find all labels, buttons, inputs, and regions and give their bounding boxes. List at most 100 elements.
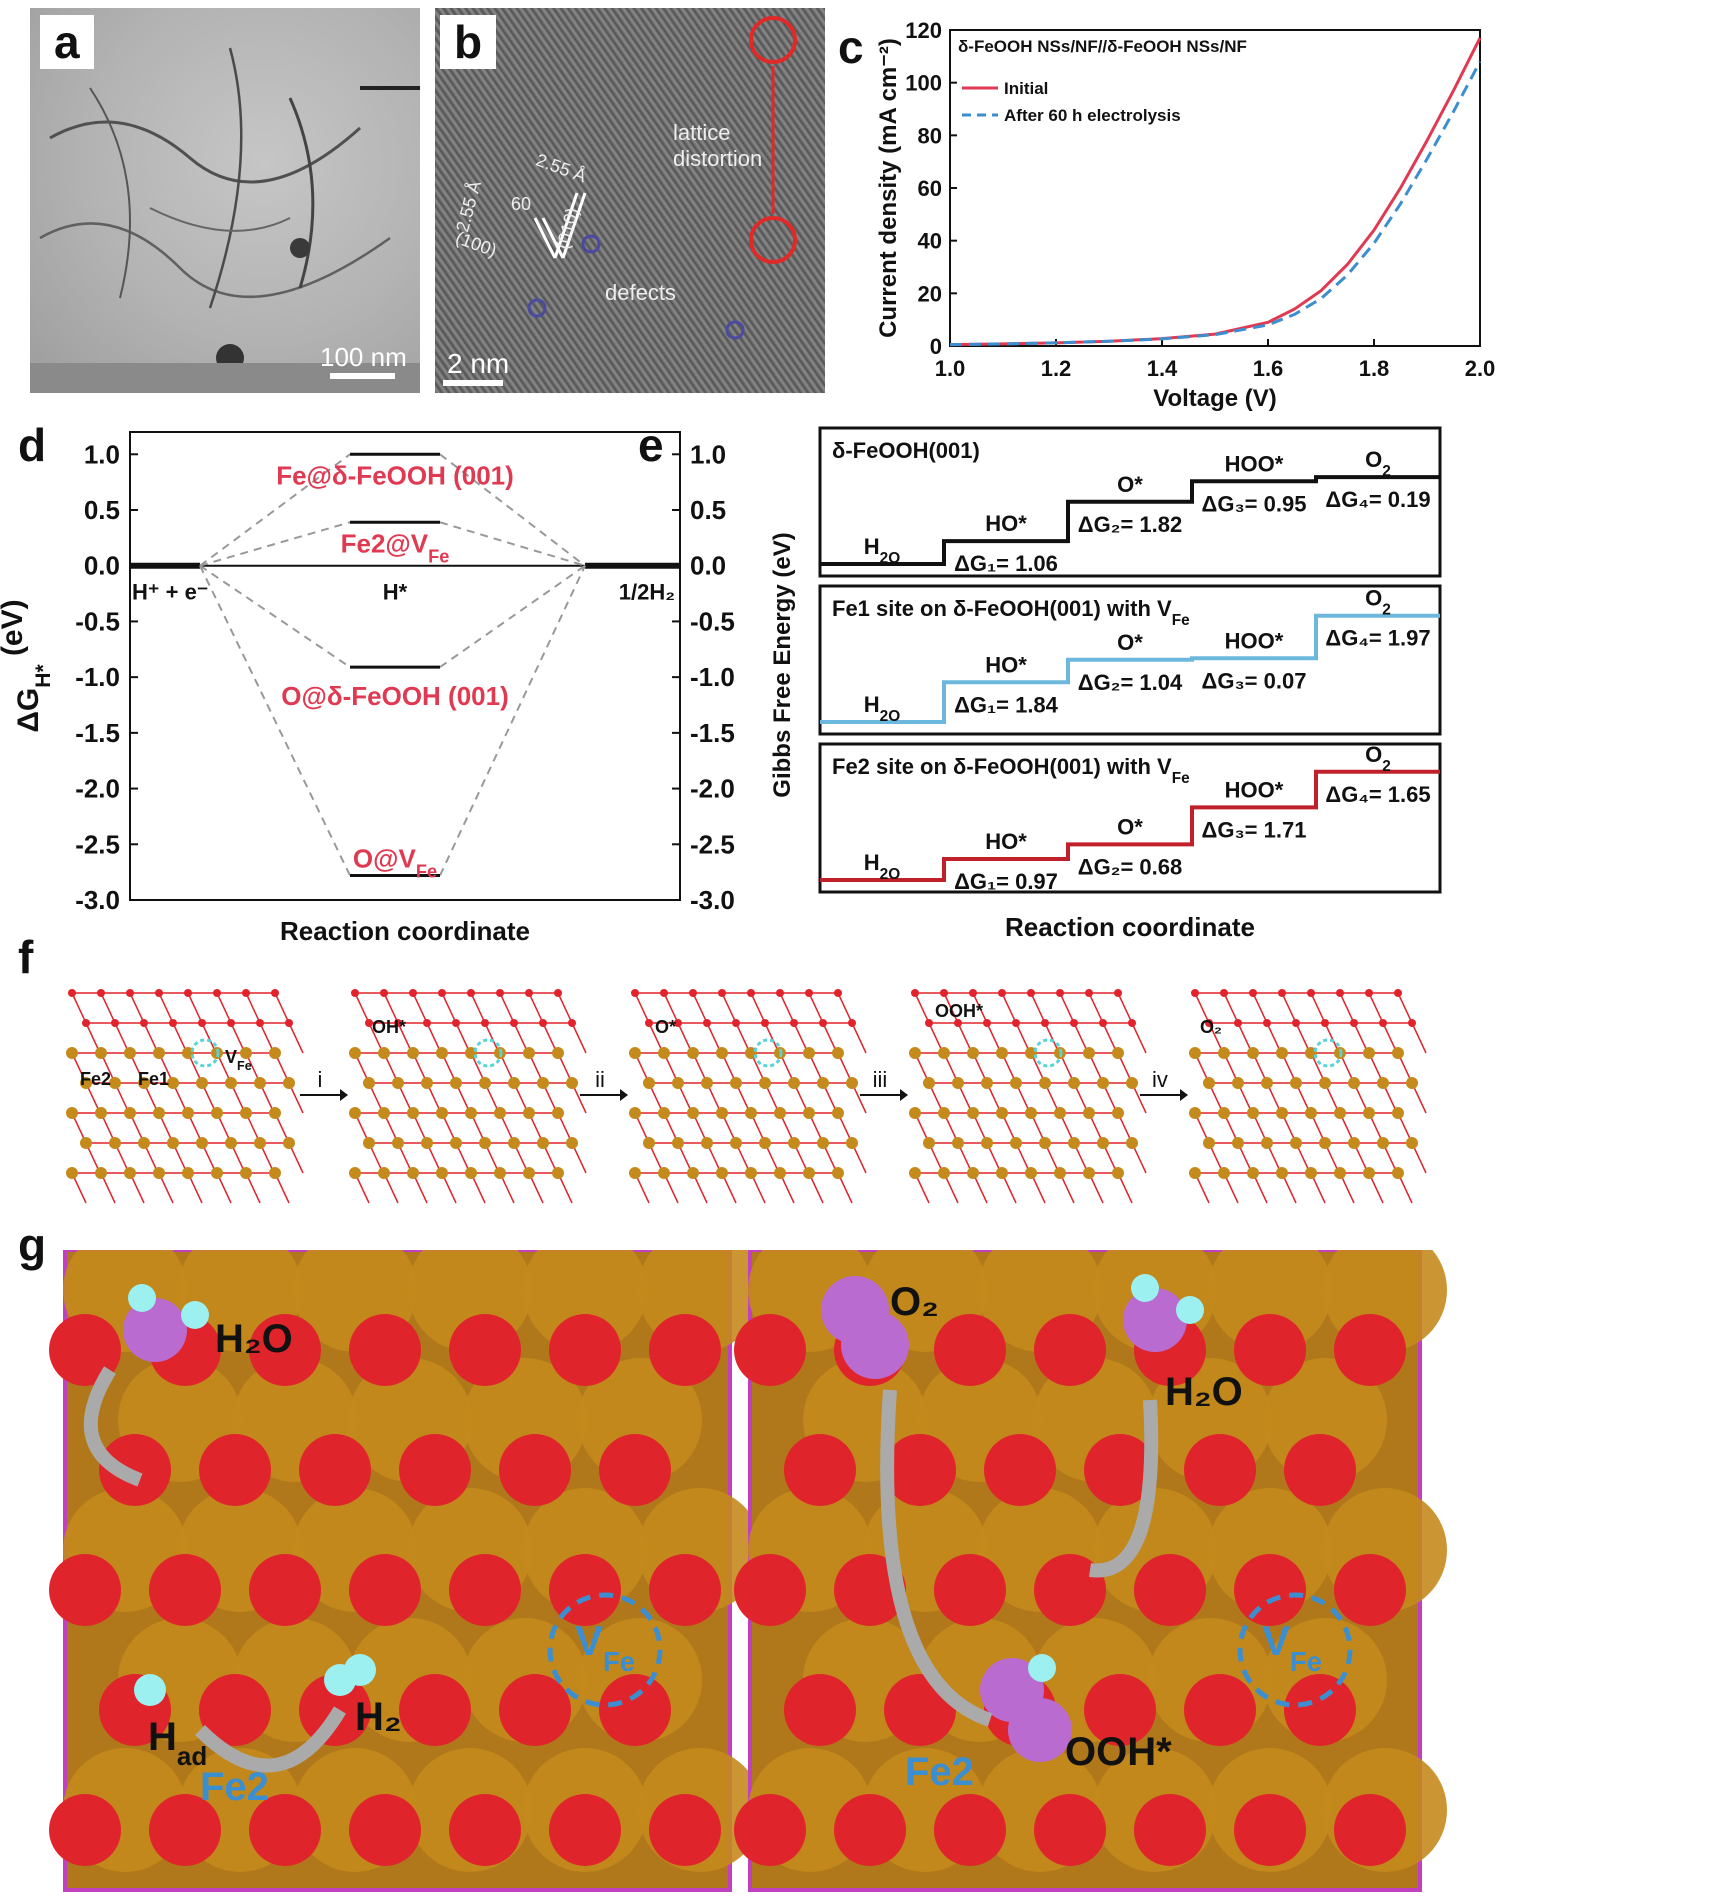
ooh-o-2 [1008, 1698, 1072, 1762]
bond [71, 992, 87, 1024]
fe-atom [730, 1077, 742, 1089]
o-sphere [1334, 1314, 1406, 1386]
panel-label-c: c [838, 21, 864, 73]
o-sphere [249, 1314, 321, 1386]
fe-atom [1112, 1047, 1124, 1059]
o-atom [1394, 989, 1402, 997]
fe-atom [1305, 1107, 1317, 1119]
fe-atom [629, 1167, 641, 1179]
fe-atom [1068, 1137, 1080, 1149]
fe-atom [508, 1137, 520, 1149]
fe-atom [421, 1077, 433, 1089]
fe-atom [566, 1137, 578, 1149]
fe-atom [1319, 1077, 1331, 1089]
o-atom [1336, 989, 1344, 997]
fe-atom [967, 1107, 979, 1119]
fe-atom [1112, 1167, 1124, 1179]
fe-sphere [1208, 1250, 1332, 1352]
fe-atom [1054, 1167, 1066, 1179]
dg-label-0-1: ΔG₁= 1.06 [954, 551, 1058, 576]
y-tick-label-left: -3.0 [75, 885, 120, 915]
bond [706, 1022, 722, 1054]
o-atom [790, 1019, 798, 1027]
structure-2 [625, 985, 867, 1204]
fe-atom [938, 1047, 950, 1059]
fe-atom [909, 1047, 921, 1059]
o-atom [1041, 1019, 1049, 1027]
species-label-1-0: H2O [864, 692, 900, 725]
fe-atom [240, 1047, 252, 1059]
o2-atom-2 [841, 1311, 909, 1379]
o-atom [510, 1019, 518, 1027]
fe-atom [225, 1077, 237, 1089]
o-atom [452, 1019, 460, 1027]
fe-atom [788, 1137, 800, 1149]
fe-atom [1334, 1107, 1346, 1119]
o-sphere [734, 1794, 806, 1866]
o-sphere [399, 1674, 471, 1746]
o-atom [68, 989, 76, 997]
fe-atom [269, 1047, 281, 1059]
bond [426, 1022, 442, 1054]
bond [397, 1022, 413, 1054]
fe-atom [1097, 1137, 1109, 1149]
o-atom [467, 989, 475, 997]
o-sphere [49, 1554, 121, 1626]
o-atom [805, 989, 813, 997]
bond [1073, 1022, 1089, 1054]
fe-atom [240, 1107, 252, 1119]
label-h2: H₂ [355, 1695, 402, 1739]
fe-atom [523, 1167, 535, 1179]
fe-atom [658, 1167, 670, 1179]
o-sphere [734, 1314, 806, 1386]
step-label-0: i [318, 1067, 323, 1092]
arrow-left-2 [195, 1706, 347, 1773]
dg-label-1-3: ΔG₃= 0.07 [1202, 668, 1307, 693]
o-sphere [834, 1794, 906, 1866]
vacancy-circle-3 [1033, 1038, 1063, 1068]
hrtem-overlays [527, 16, 797, 340]
bond [1194, 992, 1210, 1024]
o-sphere [784, 1674, 856, 1746]
fe-atom [66, 1107, 78, 1119]
fe-atom [1218, 1167, 1230, 1179]
o-sphere [1334, 1794, 1406, 1866]
o-atom [1278, 989, 1286, 997]
defects-label: defects [605, 280, 676, 305]
fe-atom [1112, 1107, 1124, 1119]
fe-atom [479, 1077, 491, 1089]
o-atom [1249, 989, 1257, 997]
arrow-right-1 [880, 1389, 993, 1727]
bond [1295, 1022, 1311, 1054]
y-axis-label: Current density (mA cm⁻²) [875, 38, 902, 338]
fe-atom [1097, 1077, 1109, 1089]
bond [172, 1022, 188, 1054]
y-tick-label-left: 0.5 [84, 495, 120, 525]
fe-atom [95, 1047, 107, 1059]
bond [851, 1022, 867, 1054]
fe-atom [952, 1137, 964, 1149]
fe-atom [1025, 1167, 1037, 1179]
bond [663, 992, 679, 1024]
fe-atom [1392, 1167, 1404, 1179]
o-atom [1321, 1019, 1329, 1027]
o-atom [380, 989, 388, 997]
x-tick-label: 1.2 [1041, 356, 1072, 381]
fe-atom [1083, 1107, 1095, 1119]
vacancy-circle-1 [1237, 1592, 1353, 1708]
o-sphere [199, 1674, 271, 1746]
fe-atom [658, 1107, 670, 1119]
dash-right-0 [439, 453, 586, 567]
fe-atom [1305, 1167, 1317, 1179]
fe-atom [1392, 1107, 1404, 1119]
fe-atom [952, 1077, 964, 1089]
o-atom [1234, 1019, 1242, 1027]
fe-atom [687, 1047, 699, 1059]
o-atom [111, 1019, 119, 1027]
o-sphere [1134, 1794, 1206, 1866]
fe-atom [1363, 1107, 1375, 1119]
bond [455, 1022, 471, 1054]
step-arrowhead-0 [340, 1089, 348, 1101]
arrow-left-1 [83, 1366, 143, 1487]
